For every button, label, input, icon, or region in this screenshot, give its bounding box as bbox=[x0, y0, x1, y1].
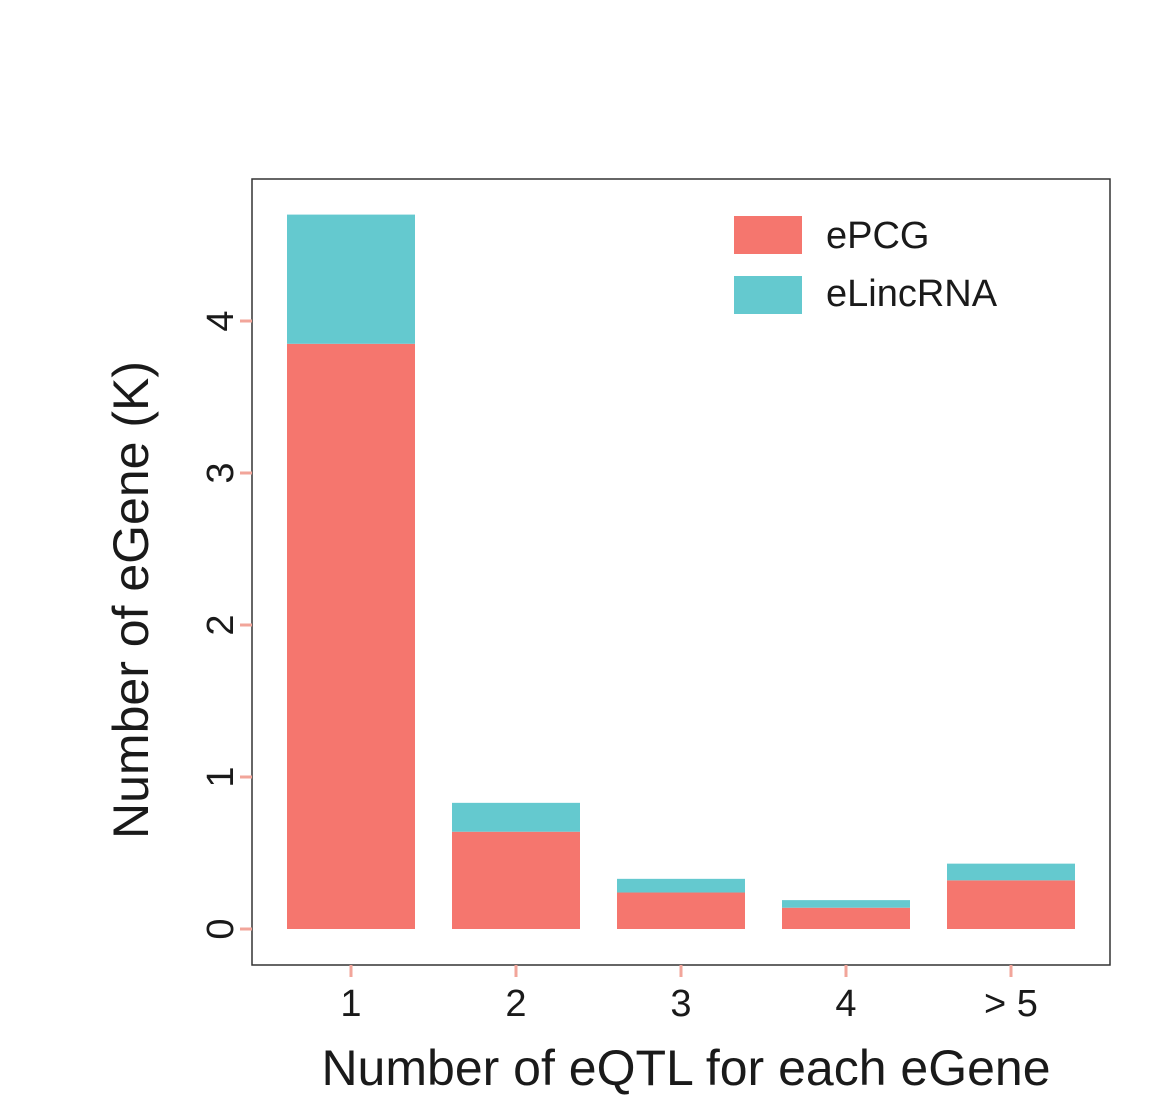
y-tick-label-0: 0 bbox=[200, 918, 242, 939]
bar-elincrna-5 bbox=[947, 863, 1075, 881]
x-axis: 1 2 3 4 > 5 bbox=[340, 965, 1038, 1025]
legend-swatch-epcg bbox=[734, 216, 802, 254]
bar-elincrna-4 bbox=[782, 900, 910, 908]
legend: ePCG eLincRNA bbox=[734, 215, 998, 315]
y-tick-label-2: 2 bbox=[200, 614, 242, 635]
bar-elincrna-3 bbox=[617, 878, 745, 893]
legend-label-elincrna: eLincRNA bbox=[826, 273, 998, 315]
x-tick-label-4: > 5 bbox=[984, 983, 1038, 1025]
x-axis-title: Number of eQTL for each eGene bbox=[321, 1040, 1050, 1096]
bars-group bbox=[287, 214, 1075, 929]
bar-epcg-3 bbox=[617, 892, 745, 929]
x-tick-label-1: 2 bbox=[505, 983, 526, 1025]
y-tick-label-3: 3 bbox=[200, 462, 242, 483]
bar-epcg-5 bbox=[947, 880, 1075, 929]
x-tick-label-0: 1 bbox=[340, 983, 361, 1025]
bar-epcg-2 bbox=[452, 831, 580, 929]
y-axis-title: Number of eGene (K) bbox=[103, 361, 159, 839]
x-tick-label-3: 4 bbox=[835, 983, 856, 1025]
bar-elincrna-2 bbox=[452, 802, 580, 832]
bar-epcg-1 bbox=[287, 343, 415, 929]
bar-epcg-4 bbox=[782, 907, 910, 929]
y-axis: 0 1 2 3 4 bbox=[200, 310, 252, 940]
x-tick-label-2: 3 bbox=[670, 983, 691, 1025]
y-tick-label-4: 4 bbox=[200, 310, 242, 331]
y-tick-label-1: 1 bbox=[200, 766, 242, 787]
bar-elincrna-1 bbox=[287, 214, 415, 344]
legend-label-epcg: ePCG bbox=[826, 215, 929, 257]
legend-swatch-elincrna bbox=[734, 276, 802, 314]
